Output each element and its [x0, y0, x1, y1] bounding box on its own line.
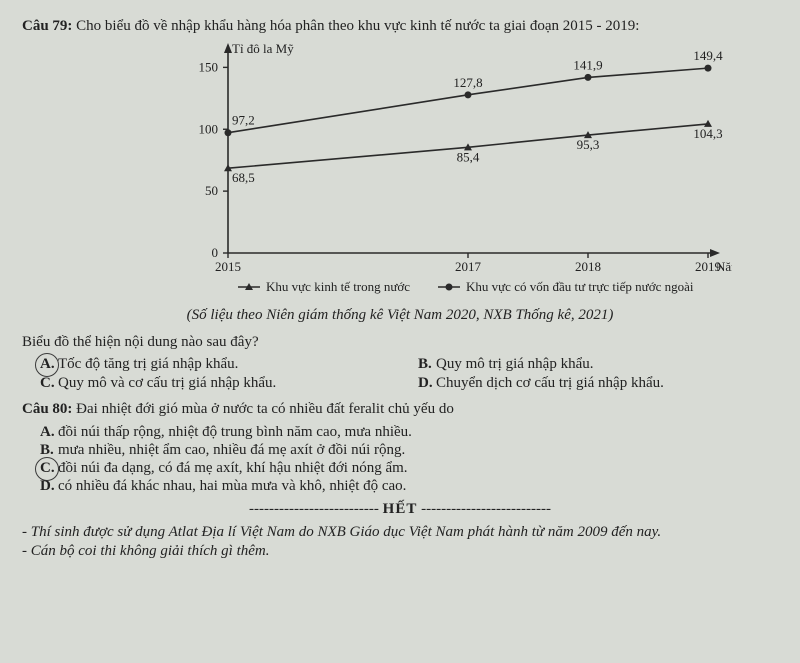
- svg-text:150: 150: [199, 59, 219, 74]
- q80-number: Câu 80:: [22, 401, 72, 417]
- svg-text:127,8: 127,8: [453, 75, 482, 90]
- svg-text:0: 0: [212, 245, 219, 260]
- svg-text:2018: 2018: [575, 259, 601, 274]
- q79-option-C: C. Quy mô và cơ cấu trị giá nhập khẩu.: [40, 375, 400, 392]
- svg-text:Khu vực kinh tế trong nước: Khu vực kinh tế trong nước: [266, 279, 410, 294]
- svg-text:97,2: 97,2: [232, 113, 255, 128]
- option-label: D.: [40, 478, 55, 495]
- q79-line: Câu 79: Cho biểu đồ về nhập khẩu hàng hó…: [22, 18, 778, 35]
- chart-svg: 050100150Tỉ đô la Mỹ2015201720182019Năm6…: [172, 41, 732, 301]
- q79-option-B: B. Quy mô trị giá nhập khẩu.: [418, 356, 778, 373]
- q80-options: A. đồi núi thấp rộng, nhiệt độ trung bìn…: [40, 424, 778, 495]
- svg-text:Khu vực có vốn đầu tư trực tiế: Khu vực có vốn đầu tư trực tiếp nước ngo…: [466, 279, 694, 294]
- svg-text:149,4: 149,4: [693, 48, 723, 63]
- option-text: có nhiều đá khác nhau, hai mùa mưa và kh…: [58, 478, 406, 494]
- svg-text:100: 100: [199, 121, 219, 136]
- q80-option-A: A. đồi núi thấp rộng, nhiệt độ trung bìn…: [40, 424, 778, 441]
- q80-option-D: D. có nhiều đá khác nhau, hai mùa mưa và…: [40, 478, 778, 495]
- option-label: C.: [40, 460, 55, 477]
- option-text: Tốc độ tăng trị giá nhập khẩu.: [58, 356, 238, 372]
- svg-text:85,4: 85,4: [457, 149, 480, 164]
- q79-source: (Số liệu theo Niên giám thống kê Việt Na…: [22, 307, 778, 324]
- option-label: B.: [40, 442, 54, 459]
- footer-note-1: - Thí sinh được sử dụng Atlat Địa lí Việ…: [22, 524, 778, 541]
- option-text: đồi núi đa dạng, có đá mẹ axít, khí hậu …: [58, 460, 408, 476]
- svg-text:68,5: 68,5: [232, 170, 255, 185]
- footer-note-2: - Cán bộ coi thi không giải thích gì thê…: [22, 543, 778, 560]
- q79-option-D: D. Chuyển dịch cơ cấu trị giá nhập khẩu.: [418, 375, 778, 392]
- option-text: Quy mô trị giá nhập khẩu.: [436, 356, 593, 372]
- option-label: A.: [40, 424, 55, 441]
- q80-option-C: C. đồi núi đa dạng, có đá mẹ axít, khí h…: [40, 460, 778, 477]
- option-text: Quy mô và cơ cấu trị giá nhập khẩu.: [58, 375, 276, 391]
- option-label: D.: [418, 375, 433, 392]
- option-text: mưa nhiều, nhiệt ẩm cao, nhiều đá mẹ axí…: [58, 442, 405, 458]
- q80-text: Đai nhiệt đới gió mùa ở nước ta có nhiều…: [76, 401, 454, 417]
- option-label: B.: [418, 356, 432, 373]
- q79-number: Câu 79:: [22, 18, 72, 34]
- svg-text:141,9: 141,9: [573, 57, 602, 72]
- option-label: C.: [40, 375, 55, 392]
- option-text: Chuyển dịch cơ cấu trị giá nhập khẩu.: [436, 375, 664, 391]
- q79-stem: Biểu đồ thể hiện nội dung nào sau đây?: [22, 334, 778, 351]
- svg-text:Tỉ đô la Mỹ: Tỉ đô la Mỹ: [232, 41, 294, 56]
- q79-options: A. Tốc độ tăng trị giá nhập khẩu. B. Quy…: [40, 355, 778, 393]
- svg-text:95,3: 95,3: [577, 137, 600, 152]
- svg-text:2015: 2015: [215, 259, 241, 274]
- svg-text:2017: 2017: [455, 259, 482, 274]
- svg-text:50: 50: [205, 183, 218, 198]
- het-text: HẾT: [383, 501, 418, 517]
- q79-chart: 050100150Tỉ đô la Mỹ2015201720182019Năm6…: [172, 41, 732, 301]
- end-marker: HẾT: [22, 501, 778, 518]
- svg-text:104,3: 104,3: [693, 126, 722, 141]
- q80-line: Câu 80: Đai nhiệt đới gió mùa ở nước ta …: [22, 401, 778, 418]
- svg-text:Năm: Năm: [716, 259, 732, 274]
- q79-text: Cho biểu đồ về nhập khẩu hàng hóa phân t…: [76, 18, 639, 34]
- option-label: A.: [40, 356, 55, 373]
- option-text: đồi núi thấp rộng, nhiệt độ trung bình n…: [58, 424, 412, 440]
- q79-option-A: A. Tốc độ tăng trị giá nhập khẩu.: [40, 356, 400, 373]
- q80-option-B: B. mưa nhiều, nhiệt ẩm cao, nhiều đá mẹ …: [40, 442, 778, 459]
